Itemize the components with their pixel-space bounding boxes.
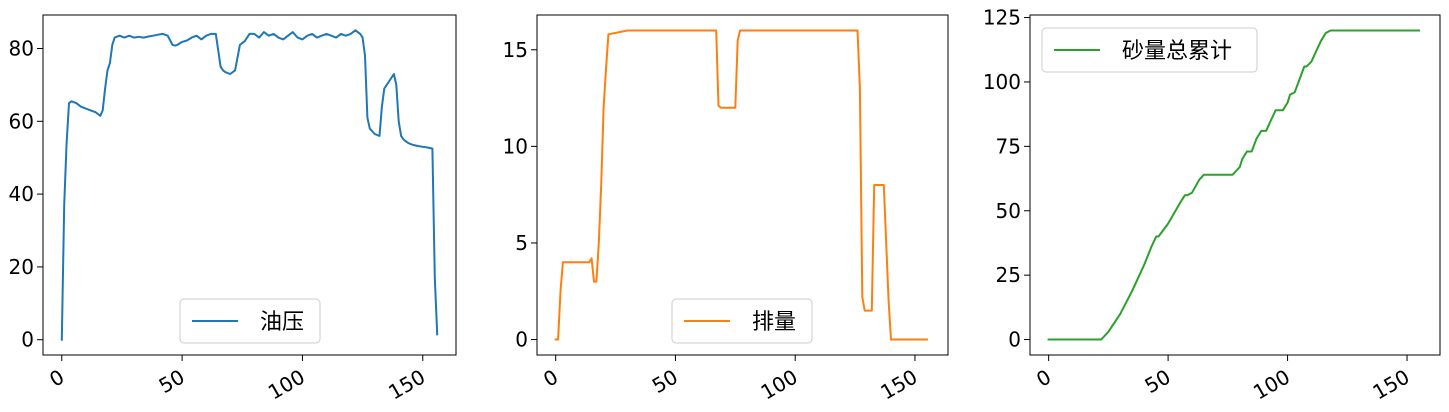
legend-label: 砂量总累计 xyxy=(1122,39,1232,64)
y-tick-label: 125 xyxy=(983,6,1021,30)
y-tick-label: 40 xyxy=(9,182,34,206)
y-tick-label: 0 xyxy=(515,328,528,352)
y-tick-label: 60 xyxy=(9,109,34,133)
axes-frame xyxy=(42,14,457,356)
y-tick-label: 0 xyxy=(21,328,34,352)
y-tick-label: 15 xyxy=(503,38,528,62)
legend: 油压 xyxy=(179,298,321,344)
series-line-1 xyxy=(1047,29,1420,341)
y-tick-label: 5 xyxy=(515,231,528,255)
legend-label: 排量 xyxy=(752,310,796,335)
series-line-1 xyxy=(60,29,439,341)
legend: 排量 xyxy=(671,298,813,344)
series-line-1 xyxy=(554,29,928,341)
y-tick-label: 25 xyxy=(996,263,1021,287)
axes-frame xyxy=(536,14,949,356)
legend-label: 油压 xyxy=(260,310,304,335)
y-tick-label: 20 xyxy=(9,255,34,279)
y-tick-label: 80 xyxy=(9,36,34,60)
y-tick-label: 100 xyxy=(983,70,1021,94)
axes-frame xyxy=(1029,14,1441,356)
y-tick-label: 75 xyxy=(996,134,1021,158)
legend: 砂量总累计 xyxy=(1041,27,1258,73)
legend-frame xyxy=(671,298,813,344)
y-tick-label: 10 xyxy=(503,134,528,158)
legend-frame xyxy=(1041,27,1258,73)
y-tick-label: 50 xyxy=(996,199,1021,223)
y-tick-label: 0 xyxy=(1008,328,1021,352)
legend-frame xyxy=(179,298,321,344)
